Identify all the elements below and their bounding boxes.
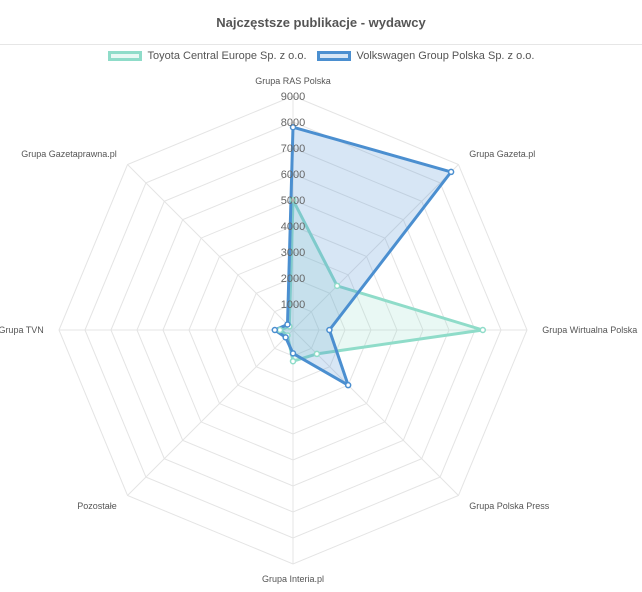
legend-swatch-volkswagen bbox=[316, 51, 351, 61]
axis-label-0: Grupa RAS Polska bbox=[255, 76, 331, 86]
axis-spoke-3 bbox=[292, 329, 459, 496]
series-1-point-7 bbox=[284, 321, 291, 328]
tick-label-2000: 2000 bbox=[281, 273, 305, 285]
tick-label-6000: 6000 bbox=[281, 169, 305, 181]
tick-label-8000: 8000 bbox=[281, 117, 305, 129]
series-1-point-2 bbox=[326, 326, 333, 334]
tick-label-1000: 1000 bbox=[281, 299, 305, 311]
axis-label-5: Pozostałe bbox=[77, 501, 117, 511]
axis-label-4: Grupa Interia.pl bbox=[262, 574, 324, 584]
axis-label-2: Grupa Wirtualna Polska bbox=[542, 325, 637, 335]
title-divider bbox=[0, 44, 642, 45]
series-0-point-0 bbox=[289, 196, 297, 204]
axis-spoke-7 bbox=[127, 164, 294, 331]
series-1-point-5 bbox=[282, 334, 289, 341]
legend-item-toyota[interactable]: Toyota Central Europe Sp. z o.o. bbox=[107, 50, 307, 62]
series-1-point-6 bbox=[271, 326, 279, 334]
chart-legend: Toyota Central Europe Sp. z o.o. Volkswa… bbox=[0, 50, 642, 62]
series-1-point-0 bbox=[289, 123, 297, 131]
tick-label-7000: 7000 bbox=[281, 143, 305, 155]
series-0-point-1 bbox=[333, 282, 341, 290]
series-1-point-1 bbox=[447, 168, 455, 176]
series-1-point-3 bbox=[344, 381, 352, 389]
axis-label-3: Grupa Polska Press bbox=[469, 501, 550, 511]
legend-swatch-toyota bbox=[107, 51, 142, 61]
tick-label-3000: 3000 bbox=[281, 247, 305, 259]
axis-label-6: Grupa TVN bbox=[0, 325, 44, 335]
series-0-point-4 bbox=[289, 357, 297, 365]
legend-label-volkswagen: Volkswagen Group Polska Sp. z o.o. bbox=[356, 50, 535, 62]
series-0-point-3 bbox=[313, 350, 321, 358]
axis-label-1: Grupa Gazeta.pl bbox=[469, 149, 535, 159]
chart-title: Najczęstsze publikacje - wydawcy bbox=[216, 15, 426, 30]
legend-item-volkswagen[interactable]: Volkswagen Group Polska Sp. z o.o. bbox=[316, 50, 535, 62]
axis-spoke-1 bbox=[292, 164, 459, 331]
axis-label-7: Grupa Gazetaprawna.pl bbox=[21, 149, 117, 159]
tick-label-4000: 4000 bbox=[281, 221, 305, 233]
series-0-point-6 bbox=[276, 326, 284, 334]
legend-label-toyota: Toyota Central Europe Sp. z o.o. bbox=[147, 50, 307, 62]
tick-label-9000: 9000 bbox=[281, 91, 305, 103]
axis-spoke-5 bbox=[127, 329, 294, 496]
series-0-point-2 bbox=[479, 326, 487, 334]
tick-label-5000: 5000 bbox=[281, 195, 305, 207]
series-1-point-4 bbox=[289, 350, 297, 357]
